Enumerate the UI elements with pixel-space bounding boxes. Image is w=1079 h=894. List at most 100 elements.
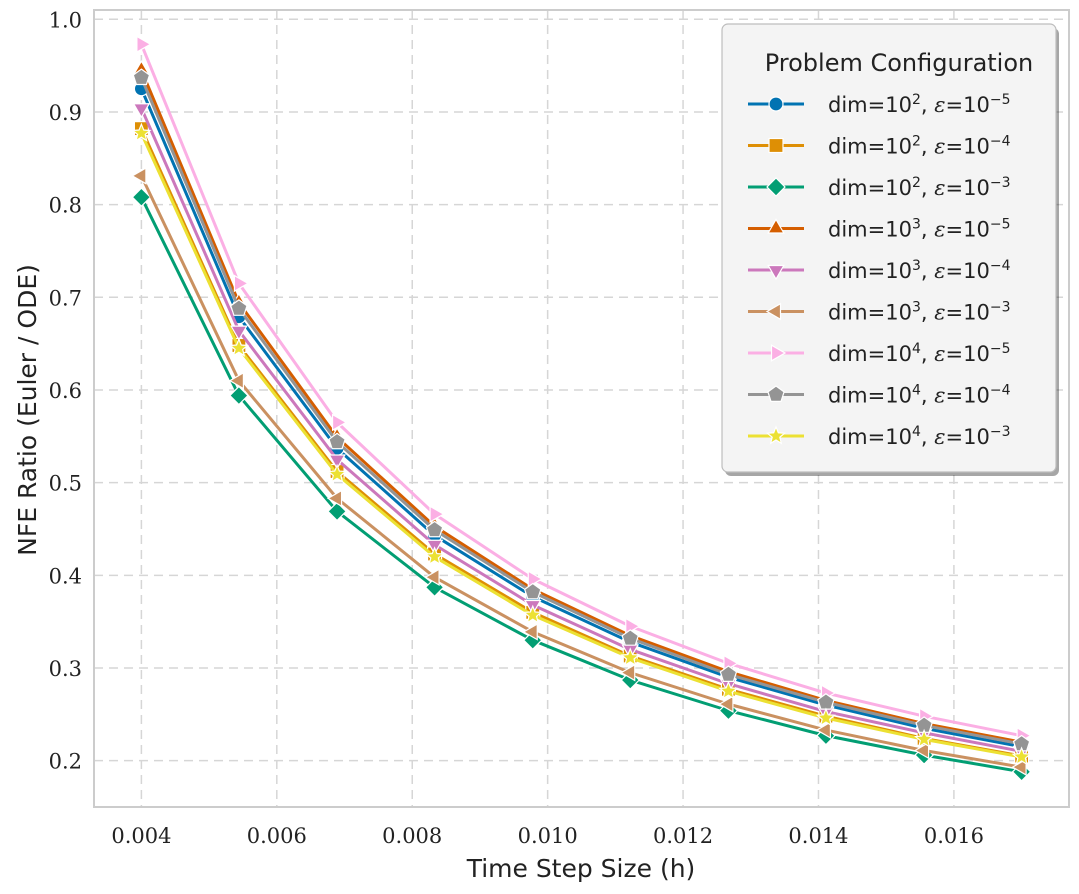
data-point <box>131 167 147 185</box>
data-point <box>328 454 346 470</box>
data-point <box>233 274 250 293</box>
y-tick-label: 0.3 <box>49 657 82 681</box>
data-point <box>424 546 445 566</box>
series-layer <box>131 35 1032 782</box>
series-line <box>140 77 1022 746</box>
x-tick-label: 0.004 <box>111 824 171 848</box>
data-point <box>132 103 151 119</box>
legend-entry[interactable]: dim=103, ε=10−5 <box>748 217 1010 242</box>
legend-label: dim=104, ε=10−5 <box>828 341 1010 366</box>
data-point <box>621 629 640 646</box>
data-point <box>817 693 835 710</box>
data-point <box>522 604 543 624</box>
y-tick-label: 0.6 <box>49 379 82 403</box>
y-axis-label: NFE Ratio (Euler / ODE) <box>13 264 42 556</box>
data-point <box>136 35 152 54</box>
data-point <box>328 432 346 450</box>
y-tick-label: 0.4 <box>49 564 82 588</box>
data-point <box>131 122 152 142</box>
data-point <box>718 680 739 700</box>
legend-marker <box>770 344 787 362</box>
x-tick-label: 0.008 <box>382 824 442 848</box>
legend-entry[interactable]: dim=104, ε=10−5 <box>748 341 1010 366</box>
y-tick-label: 1.0 <box>49 8 82 32</box>
series-6 <box>131 167 1027 776</box>
y-tick-label: 0.7 <box>49 286 82 310</box>
data-point <box>326 463 348 483</box>
y-tick-label: 0.2 <box>49 750 82 774</box>
x-axis-label: Time Step Size (h) <box>466 854 696 883</box>
data-point <box>228 337 249 357</box>
legend-title: Problem Configuration <box>765 49 1034 77</box>
legend-marker <box>767 385 785 402</box>
series-line <box>140 196 1022 774</box>
data-point <box>326 489 343 508</box>
legend-label: dim=103, ε=10−4 <box>828 258 1011 283</box>
data-point <box>913 741 930 760</box>
data-point <box>527 570 543 588</box>
series-line <box>140 107 1022 753</box>
legend-marker <box>768 137 784 154</box>
data-point <box>429 505 445 523</box>
data-point <box>815 721 832 739</box>
legend-entry[interactable]: dim=104, ε=10−4 <box>748 383 1011 408</box>
data-point <box>620 647 641 667</box>
series-9 <box>131 122 1032 766</box>
y-tick-label: 0.8 <box>49 194 82 218</box>
x-tick-label: 0.014 <box>788 824 848 848</box>
y-axis: 0.2 0.3 0.4 0.5 0.6 0.7 0.8 0.9 1.0 <box>49 8 82 773</box>
x-tick-label: 0.016 <box>924 824 984 848</box>
legend-label: dim=103, ε=10−5 <box>828 217 1010 242</box>
data-point <box>230 299 248 316</box>
legend-entry[interactable]: dim=103, ε=10−4 <box>748 258 1011 283</box>
data-point <box>1011 746 1032 766</box>
data-point <box>132 68 151 86</box>
data-point <box>424 568 440 586</box>
x-tick-label: 0.012 <box>653 824 713 848</box>
legend[interactable]: Problem Configuration dim=102, ε=10−5 dim=… <box>721 23 1059 476</box>
legend-label: dim=102, ε=10−4 <box>828 134 1011 159</box>
legend-entry[interactable]: dim=102, ε=10−5 <box>748 92 1010 117</box>
legend-marker <box>765 302 782 321</box>
x-axis: 0.004 0.006 0.008 0.010 0.012 0.014 0.016 <box>111 824 984 848</box>
x-tick-label: 0.006 <box>247 824 307 848</box>
data-point <box>815 707 837 727</box>
data-point <box>914 728 935 748</box>
data-point <box>718 695 734 713</box>
legend-label: dim=103, ε=10−3 <box>828 300 1010 325</box>
y-tick-label: 0.9 <box>49 101 82 125</box>
data-point <box>523 582 542 600</box>
data-point <box>229 385 249 406</box>
data-point <box>1011 758 1027 776</box>
data-point <box>131 187 152 208</box>
data-point <box>522 623 538 641</box>
legend-marker <box>767 264 785 281</box>
series-8 <box>132 68 1031 752</box>
legend-marker <box>766 177 786 197</box>
data-point <box>425 520 444 538</box>
legend-entry[interactable]: dim=103, ε=10−3 <box>748 300 1010 325</box>
data-point <box>228 371 244 390</box>
series-line <box>140 132 1022 759</box>
legend-marker <box>767 218 785 234</box>
plot-frame <box>93 9 1070 808</box>
series-line <box>140 69 1022 744</box>
legend-box <box>721 23 1057 473</box>
legend-label: dim=102, ε=10−5 <box>828 92 1010 117</box>
legend-marker <box>768 96 784 112</box>
legend-entry[interactable]: dim=102, ε=10−3 <box>748 175 1010 200</box>
legend-label: dim=104, ε=10−3 <box>828 424 1010 449</box>
series-line <box>140 88 1022 749</box>
legend-label: dim=102, ε=10−3 <box>828 175 1010 200</box>
legend-marker <box>765 425 787 445</box>
data-point <box>331 413 348 432</box>
x-tick-label: 0.010 <box>518 824 578 848</box>
y-tick-label: 0.5 <box>49 472 82 496</box>
legend-label: dim=104, ε=10−4 <box>828 383 1011 408</box>
legend-entry[interactable]: dim=102, ε=10−4 <box>748 134 1011 159</box>
series-line <box>140 43 1022 738</box>
legend-entry[interactable]: dim=104, ε=10−3 <box>748 424 1010 449</box>
series-line <box>140 175 1022 769</box>
data-point <box>230 325 248 341</box>
